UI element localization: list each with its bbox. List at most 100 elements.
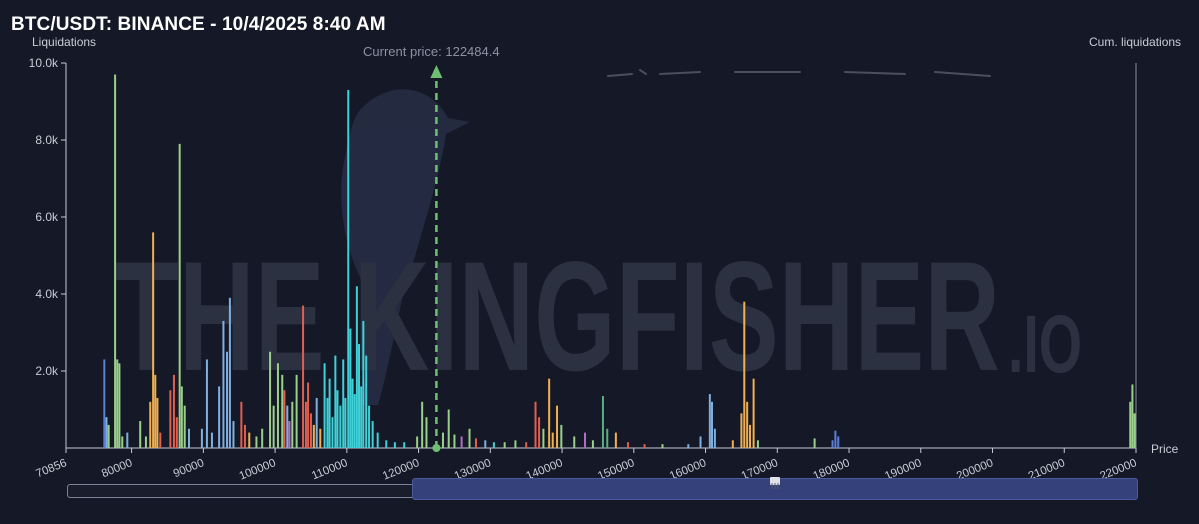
liquidation-bar	[514, 440, 517, 448]
liquidation-bar	[601, 396, 604, 448]
liquidation-bar	[105, 417, 108, 448]
x-tick-label: 100000	[238, 457, 278, 483]
liquidation-bar	[248, 432, 251, 448]
liquidation-bar	[474, 438, 477, 448]
liquidation-bar	[358, 344, 361, 448]
liquidation-bar	[441, 432, 444, 448]
liquidation-bar	[283, 390, 286, 448]
liquidation-bar	[302, 305, 305, 448]
liquidation-bar	[334, 355, 337, 448]
liquidation-bar	[288, 421, 291, 448]
liquidation-bar	[269, 351, 272, 448]
liquidation-bar	[661, 444, 664, 448]
liquidation-bar	[355, 286, 358, 448]
liquidation-bar	[240, 401, 243, 448]
liquidation-bar	[746, 401, 749, 448]
liquidation-bar	[218, 386, 221, 448]
liquidation-bar	[525, 442, 528, 448]
liquidation-bar	[339, 405, 342, 448]
liquidation-bar	[360, 386, 363, 448]
y-tick-label: 4.0k	[35, 287, 59, 301]
liquidation-bar	[1129, 401, 1132, 448]
liquidation-bar	[699, 436, 702, 448]
scrollbar-grip-icon[interactable]	[770, 477, 780, 489]
liquidation-bar	[222, 320, 225, 448]
liquidation-bar	[226, 351, 229, 448]
liquidation-bar	[416, 436, 419, 448]
liquidation-bar	[752, 378, 755, 448]
liquidation-bar	[183, 405, 186, 448]
liquidation-bar	[371, 421, 374, 448]
liquidation-bar	[365, 355, 368, 448]
liquidation-bar	[503, 442, 506, 448]
liquidation-bar	[144, 436, 147, 448]
liquidation-bar	[385, 440, 388, 448]
x-axis-title: Price	[1151, 442, 1179, 456]
liquidation-bar	[362, 320, 365, 448]
liquidation-bar	[156, 397, 159, 448]
liquidation-bar	[542, 428, 545, 448]
y-tick-label: 6.0k	[35, 210, 59, 224]
liquidation-bar	[255, 436, 258, 448]
liquidation-bar	[114, 74, 117, 449]
liquidation-bar	[627, 442, 630, 448]
liquidation-bar	[315, 397, 318, 448]
current-price-dot	[432, 444, 441, 452]
liquidation-bar	[205, 359, 208, 448]
liquidation-bar	[492, 442, 495, 448]
y-tick-label: 2.0k	[35, 364, 59, 378]
liquidation-bar	[376, 432, 379, 448]
liquidation-bar	[103, 359, 106, 448]
liquidation-bar	[468, 428, 471, 448]
watermark-bird-icon	[341, 89, 470, 406]
liquidation-bar	[169, 390, 172, 448]
liquidation-bar	[276, 363, 279, 448]
liquidation-bar	[121, 436, 124, 448]
x-tick-label: 90000	[172, 457, 206, 480]
liquidation-bar	[453, 434, 456, 448]
y-ticks: 10.0k 8.0k 6.0k 4.0k 2.0k	[29, 56, 66, 378]
x-tick-label: 70856	[34, 457, 68, 480]
liquidation-bar	[319, 428, 322, 448]
liquidation-bar	[232, 421, 235, 448]
liquidation-bar	[210, 432, 213, 448]
liquidation-bar	[149, 401, 152, 448]
liquidation-bar	[834, 430, 837, 448]
liquidation-bar	[713, 428, 716, 448]
liquidation-bar	[484, 440, 487, 448]
liquidation-bar	[1131, 384, 1134, 448]
watermark-main-text: THE KINGFISHER	[115, 230, 1000, 404]
liquidation-bar	[813, 438, 816, 448]
liquidation-bar	[200, 428, 203, 448]
liquidation-bar	[159, 432, 162, 448]
liquidation-bar	[756, 440, 759, 448]
liquidation-bar	[551, 432, 554, 448]
watermark-suffix-text: .IO	[1008, 299, 1082, 390]
liquidation-bar	[286, 405, 289, 448]
liquidation-bar	[154, 374, 157, 448]
liquidation-bar	[425, 417, 428, 448]
liquidation-bar	[331, 417, 334, 448]
liquidation-bar	[304, 401, 307, 448]
liquidation-bar	[175, 417, 178, 448]
liquidation-bar	[326, 397, 329, 448]
liquidation-bar	[323, 363, 326, 448]
liquidation-bar	[743, 301, 746, 448]
liquidation-bar	[393, 442, 396, 448]
liquidation-bar	[687, 444, 690, 448]
liquidation-bar	[307, 382, 310, 448]
chart-title: BTC/USDT: BINANCE - 10/4/2025 8:40 AM	[11, 14, 386, 35]
current-price-marker	[430, 65, 443, 452]
liquidation-bar	[548, 378, 551, 448]
liquidation-bar	[447, 409, 450, 448]
liquidation-bar	[534, 401, 537, 448]
liquidation-bar	[126, 432, 129, 448]
liquidation-bar	[731, 440, 734, 448]
liquidation-bar	[556, 405, 559, 448]
current-price-arrowhead	[430, 65, 443, 78]
liquidation-bar	[261, 428, 264, 448]
liquidation-bar	[342, 359, 345, 448]
liquidation-bar	[614, 432, 617, 448]
liquidation-bar	[295, 374, 298, 448]
